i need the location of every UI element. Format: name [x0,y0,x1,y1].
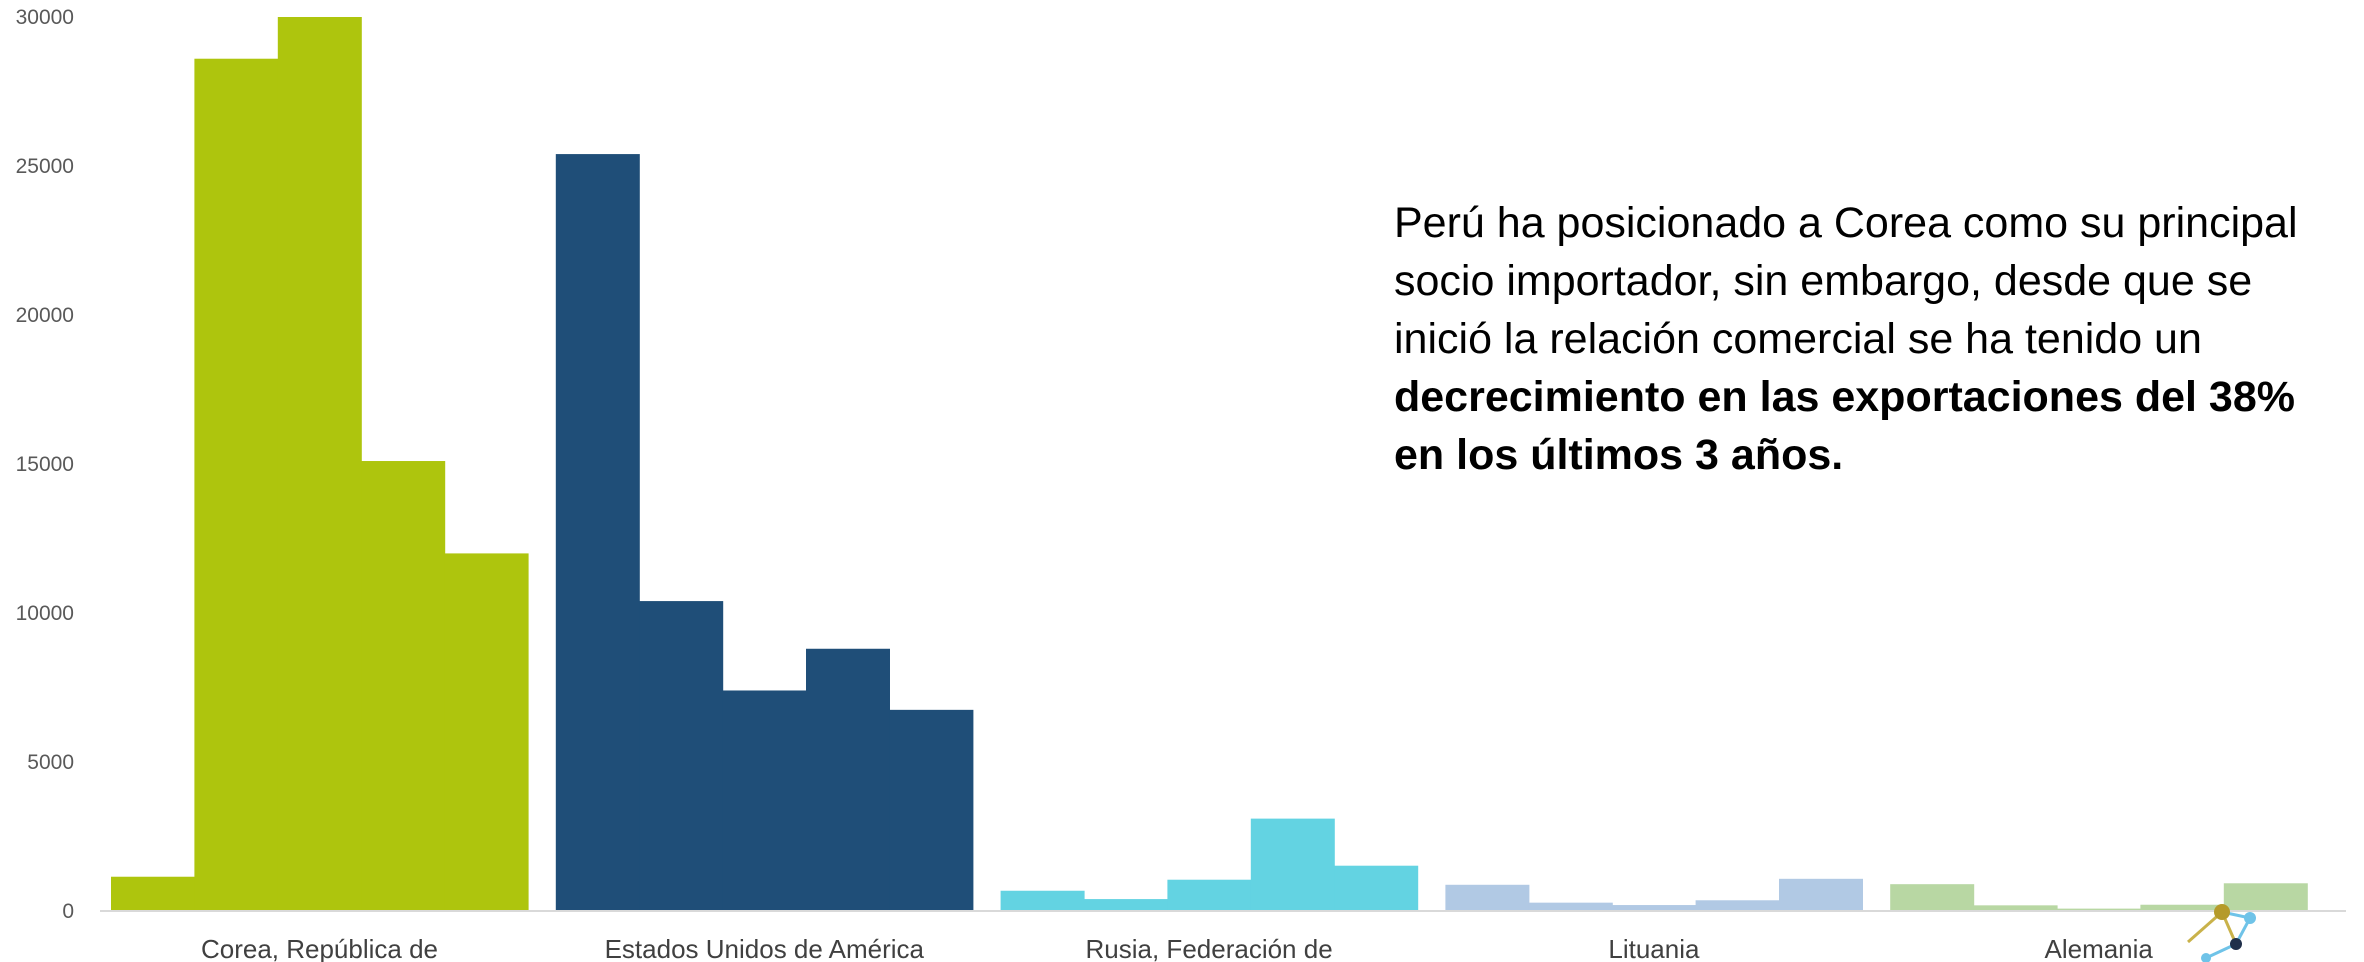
x-category-label: Estados Unidos de América [605,934,925,962]
bar [1167,879,1252,911]
y-tick-label: 20000 [16,304,74,327]
bar [361,461,446,911]
bar [1334,865,1419,911]
bar [444,553,529,911]
x-axis-labels: Corea, República de Estados Unidos de Amé… [201,934,2153,962]
annotation-bold-text: decrecimiento en las exportaciones del 3… [1394,373,2295,479]
bar [1890,884,1975,911]
bar [1779,878,1863,911]
y-tick-label: 15000 [16,453,74,476]
bar [1528,902,1613,911]
bar [1445,884,1530,911]
bar [1973,905,2058,911]
y-axis: 0 5000 10000 15000 20000 25000 30000 [16,6,74,923]
bar [889,709,974,911]
bar [194,58,279,912]
bar [1000,890,1085,911]
x-category-label: Corea, República de [201,934,438,962]
bar [2140,904,2225,911]
bar [639,601,724,911]
annotation-text: Perú ha posicionado a Corea como su prin… [1394,199,2298,363]
chart-annotation: Perú ha posicionado a Corea como su prin… [1394,194,2344,484]
bar [555,154,640,911]
y-tick-label: 10000 [16,602,74,625]
y-tick-label: 25000 [16,155,74,178]
bar [1695,900,1780,911]
x-category-label: Alemania [2044,934,2153,962]
bar [111,876,195,911]
bar [2223,883,2308,911]
bar [806,648,890,911]
bar [1084,899,1168,911]
y-tick-label: 30000 [16,6,74,29]
bar [2057,908,2141,911]
y-tick-label: 5000 [27,751,74,774]
bar-series [111,17,2308,912]
bar [1250,818,1335,911]
bar [722,690,807,911]
y-tick-label: 0 [62,900,74,923]
bar [277,17,362,911]
bar [1612,905,1697,911]
x-category-label: Lituania [1608,934,1700,962]
x-category-label: Rusia, Federación de [1086,934,1333,962]
molecule-logo-icon [2187,904,2256,962]
